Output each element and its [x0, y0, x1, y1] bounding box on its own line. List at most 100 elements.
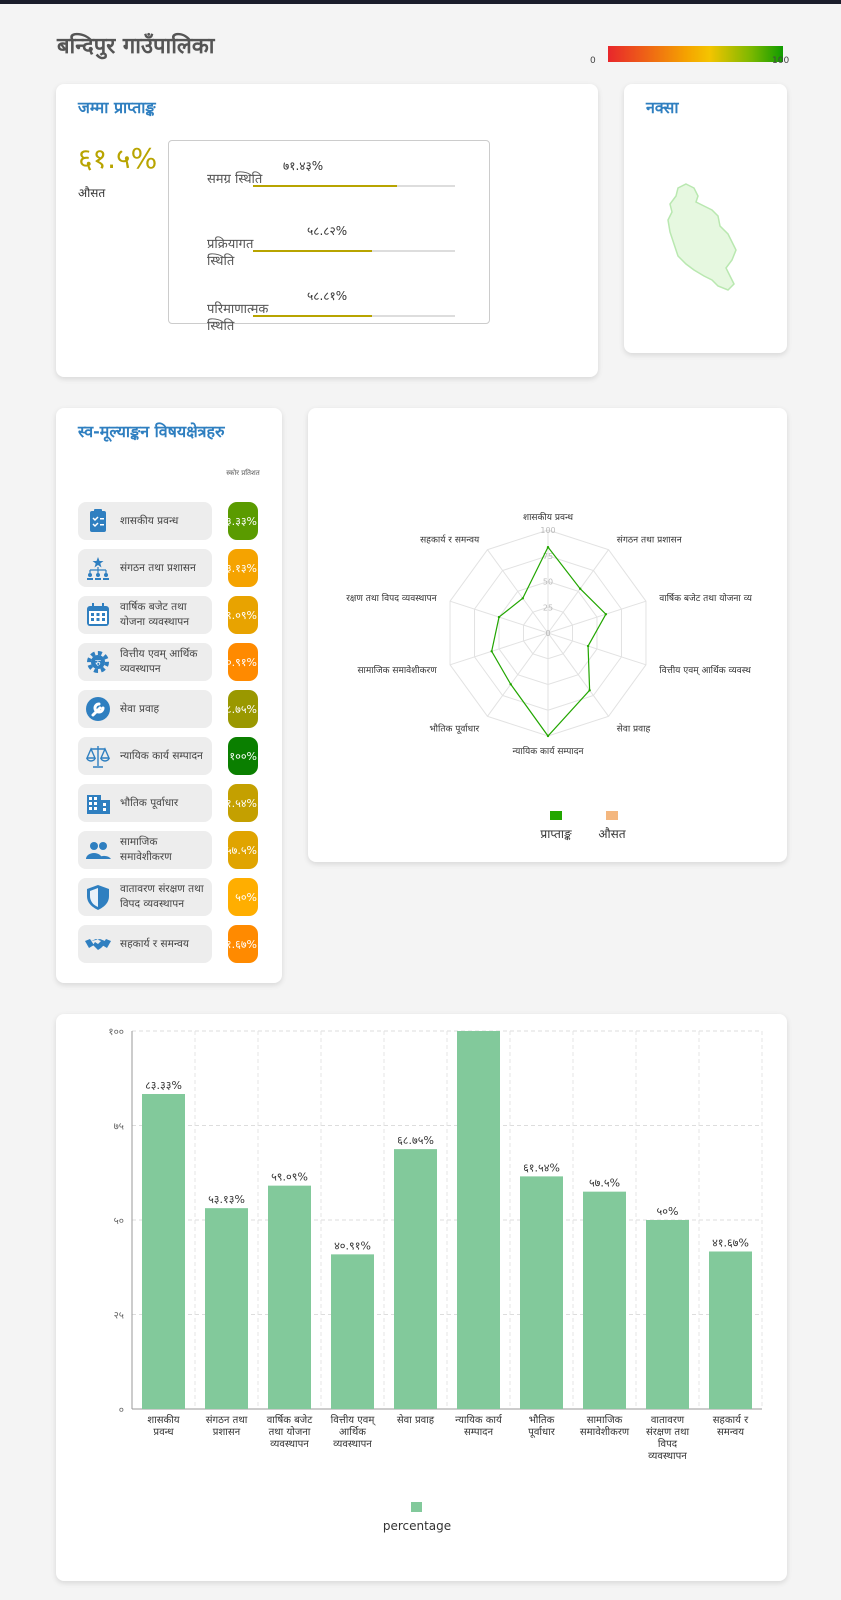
bar-y-tick-label: १००: [108, 1027, 124, 1038]
bar: [394, 1149, 437, 1409]
radar-tick-label: 100: [540, 526, 555, 535]
radar-spoke: [449, 632, 549, 666]
bar-value-label: ४०.९१%: [334, 1239, 371, 1252]
radar-tick-label: 25: [543, 603, 553, 612]
score-column-header: स्कोर प्रतिशत: [226, 469, 260, 477]
status-bar-label: प्रक्रियागत स्थिति: [207, 237, 254, 269]
color-scale-bar: [608, 46, 783, 62]
bar-y-tick-label: ७५: [114, 1122, 124, 1133]
domain-item[interactable]: शासकीय प्रवन्ध: [78, 502, 212, 540]
bar-x-tick-label: सामाजिक समावेशीकरण: [580, 1414, 630, 1438]
bar: [142, 1094, 185, 1409]
status-bar-label: समग्र स्थिति: [207, 172, 263, 187]
domain-item[interactable]: सेवा प्रवाह: [78, 690, 212, 728]
bar-value-label: ८३.३३%: [145, 1079, 182, 1092]
bar-x-tick-label: वातावरण संरक्षण तथा विपद व्यवस्थापन: [646, 1415, 690, 1462]
bar-value-label: ६८.७५%: [397, 1134, 434, 1147]
bar-chart-card: ० २५ ५० ७५ १०० ८३.३३% शासकीय प्रवन्ध ५३.१३% संगठन…: [56, 1014, 787, 1581]
municipality-map[interactable]: [664, 180, 744, 296]
bar-value-label: ४१.६७%: [712, 1236, 749, 1249]
domain-score-badge: ४०.९१%: [228, 643, 258, 681]
domain-score-badge: ४१.६७%: [228, 925, 258, 963]
page-title: बन्दिपुर गाउँपालिका: [57, 34, 215, 59]
bar-value-label: ६१.५४%: [523, 1161, 560, 1174]
domain-item[interactable]: सामाजिक समावेशीकरण: [78, 831, 212, 869]
domain-label: वित्तीय एवम् आर्थिक व्यवस्थापन: [120, 648, 198, 675]
radar-point: [588, 689, 591, 692]
radar-point: [604, 612, 608, 616]
bar-legend-swatch: [411, 1502, 422, 1512]
building-icon: [87, 795, 110, 814]
radar-legend-label: औसत: [598, 827, 626, 841]
radar-chart-card: 0 25 50 75 100 शासकीय प्रवन्ध संगठन तथा प्रशास…: [308, 408, 787, 862]
total-score-card: जम्मा प्राप्ताङ्क ६१.५% औसत ७१.४३% समग्र…: [56, 84, 598, 377]
domain-item[interactable]: सहकार्य र समन्वय: [78, 925, 212, 963]
domain-item[interactable]: वातावरण संरक्षण तथा विपद व्यवस्थापन: [78, 878, 212, 916]
domain-label: सेवा प्रवाह: [120, 702, 160, 715]
bar-chart: ० २५ ५० ७५ १०० ८३.३३% शासकीय प्रवन्ध ५३.१३% संगठन…: [108, 1027, 763, 1533]
radar-spoke: [547, 632, 609, 717]
domain-label: वातावरण संरक्षण तथा विपद व्यवस्थापन: [120, 883, 204, 910]
domain-label: भौतिक पूर्वाधार: [120, 796, 179, 809]
domain-label: सहकार्य र समन्वय: [120, 937, 189, 950]
bar: [457, 1031, 500, 1409]
status-bar-row: ५८.८१% परिमाणात्मक स्थिति: [169, 271, 491, 334]
radar-point: [546, 734, 550, 738]
bar: [583, 1191, 626, 1409]
radar-axis-label: संगठन तथा प्रशासन: [617, 534, 683, 545]
bar: [646, 1220, 689, 1409]
radar-legend-label: प्राप्ताङ्क: [540, 827, 572, 841]
radar-legend-swatch: [550, 811, 562, 820]
radar-point: [497, 615, 501, 619]
top-bar: [0, 0, 841, 4]
radar-point: [490, 650, 493, 653]
municipality-map-shape[interactable]: [667, 183, 737, 291]
domain-score-badge: ५७.५%: [228, 831, 258, 869]
radar-spoke: [487, 549, 549, 634]
radar-axis-label: सामाजिक समावेशीकरण: [357, 664, 437, 676]
radar-tick-label: 50: [543, 578, 553, 587]
bar-x-tick-label: वित्तीय एवम् आर्थिक व्यवस्थापन: [331, 1414, 377, 1450]
bar-x-tick-label: शासकीय प्रवन्ध: [147, 1414, 179, 1438]
handshake-icon: [85, 939, 111, 950]
bar-value-label: ५७.५%: [589, 1177, 620, 1190]
bar-value-label: ५३.१३%: [208, 1193, 245, 1206]
bar-x-tick-label: संगठन तथा प्रशासन: [206, 1414, 248, 1438]
radar-legend-swatch: [606, 811, 618, 820]
score-card-title: जम्मा प्राप्ताङ्क: [78, 98, 156, 117]
radar-spoke: [547, 632, 647, 666]
bar-x-tick-label: भौतिक पूर्वाधार: [528, 1414, 556, 1438]
domain-score-badge: ५९.०९%: [228, 596, 258, 634]
domain-item[interactable]: वार्षिक बजेट तथा योजना व्यवस्थापन: [78, 596, 212, 634]
bar-y-tick-label: २५: [114, 1311, 124, 1322]
status-bar-track: [253, 185, 455, 187]
status-bar-percent: ७१.४३%: [283, 159, 324, 173]
overall-score: ६१.५%: [78, 142, 158, 175]
scale-max-label: 100: [772, 56, 790, 66]
bar: [331, 1254, 374, 1409]
radar-axis-label: सहकार्य र समन्वय: [420, 533, 480, 545]
radar-axis-label: भौतिक पूर्वाधार: [429, 723, 479, 735]
domain-item[interactable]: न्यायिक कार्य सम्पादन: [78, 737, 212, 775]
domain-item[interactable]: भौतिक पूर्वाधार: [78, 784, 212, 822]
scales-icon: [85, 746, 111, 768]
org-chart-icon: [87, 557, 109, 580]
status-bar-row: ७१.४३% समग्र स्थिति: [169, 141, 491, 201]
domain-label: संगठन तथा प्रशासन: [120, 561, 196, 574]
calendar-icon: [87, 603, 109, 626]
radar-tick-label: 75: [543, 552, 553, 561]
bar-x-tick-label: न्यायिक कार्य सम्पादन: [455, 1414, 503, 1438]
bar-y-tick-label: ०: [119, 1405, 124, 1416]
radar-tick-label: 0: [545, 629, 550, 638]
status-bar-fill: [253, 250, 372, 252]
radar-axis-label: न्यायिक कार्य सम्पादन: [512, 745, 584, 757]
domain-score-badge: ६१.५४%: [228, 784, 258, 822]
domain-item[interactable]: रु वित्तीय एवम् आर्थिक व्यवस्थापन: [78, 643, 212, 681]
radar-series-line: [491, 546, 607, 737]
people-icon: [86, 842, 111, 859]
bar-value-label: ५९.०९%: [271, 1171, 308, 1184]
bar-x-tick-label: सेवा प्रवाह: [397, 1414, 435, 1426]
status-bar-track: [253, 315, 455, 317]
domains-card-title: स्व-मूल्याङ्कन विषयक्षेत्रहरु: [78, 422, 225, 441]
domain-item[interactable]: संगठन तथा प्रशासन: [78, 549, 212, 587]
